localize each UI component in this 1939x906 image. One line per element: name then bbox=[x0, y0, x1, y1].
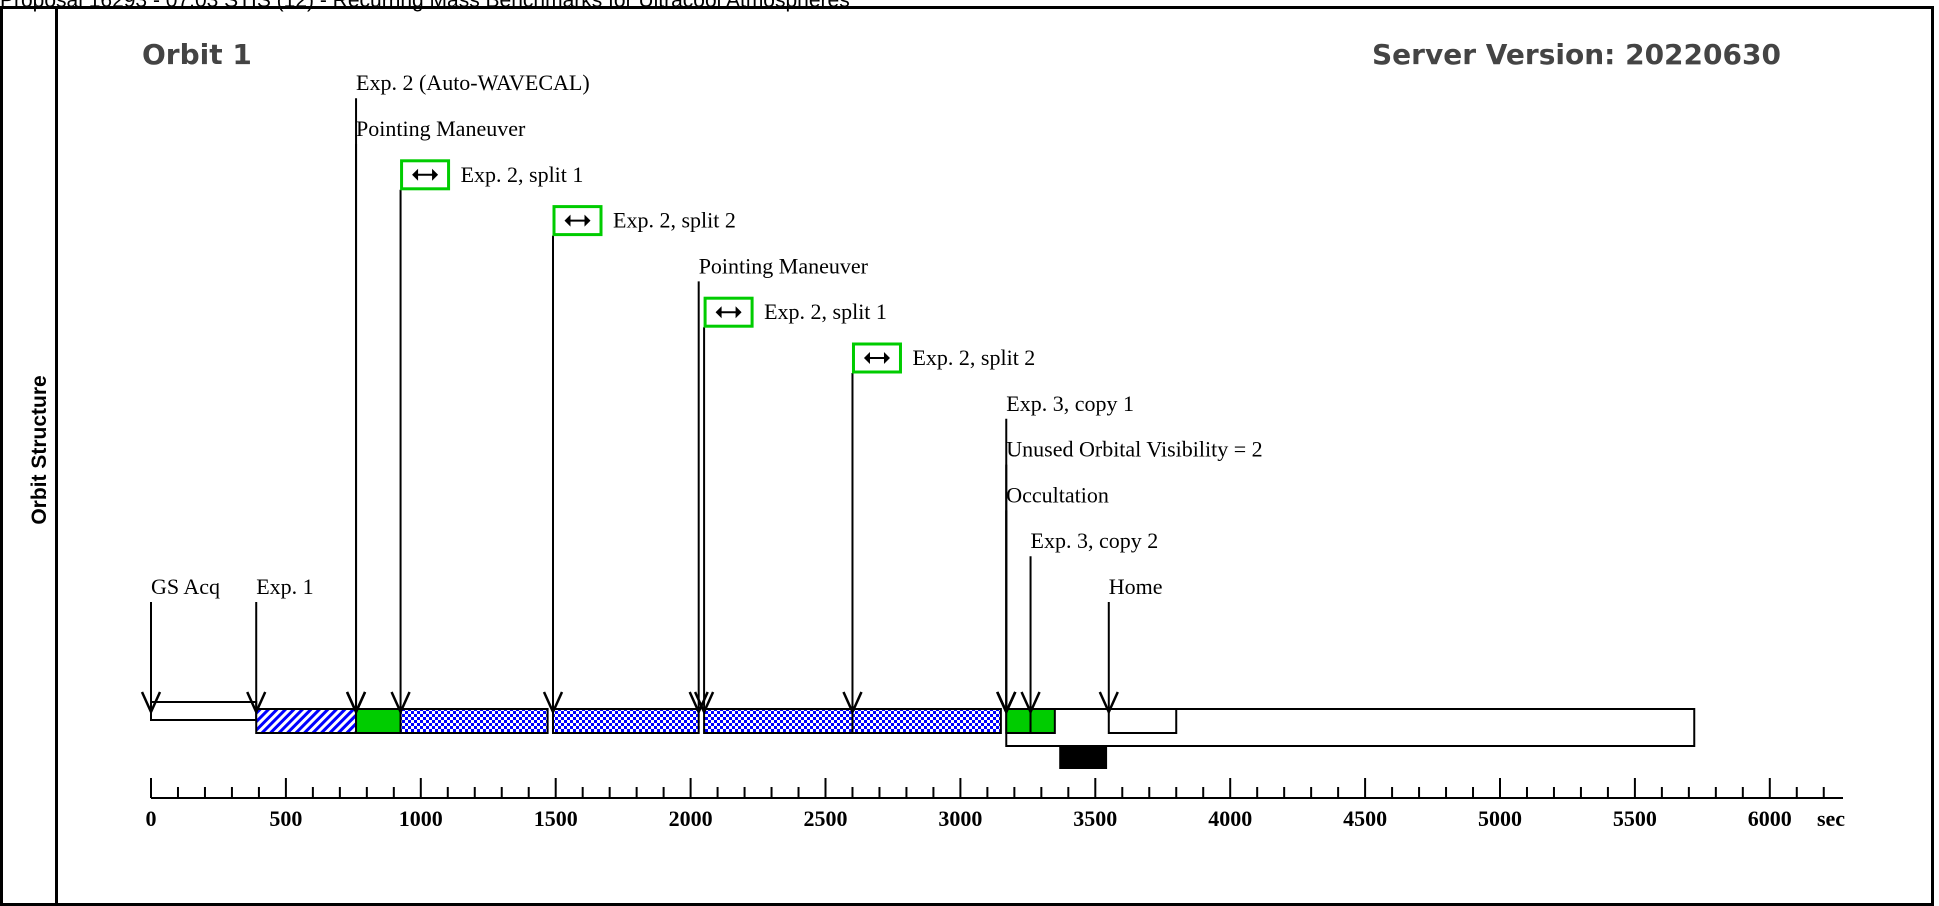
segment-exp3-copy1 bbox=[1005, 708, 1032, 734]
event-label: Occultation bbox=[1006, 482, 1109, 507]
split-marker-arrowheads bbox=[564, 214, 591, 227]
axis-tick-label: 2500 bbox=[804, 806, 848, 831]
axis-tick-label: 5000 bbox=[1478, 806, 1522, 831]
axis-tick-label: 1000 bbox=[399, 806, 443, 831]
orbit-title: Orbit 1 bbox=[142, 38, 252, 71]
segment-exp2-split2-a bbox=[552, 708, 700, 734]
segment-exp2-split1-b bbox=[703, 708, 854, 734]
axis-tick-label: 4500 bbox=[1343, 806, 1387, 831]
event-13: Home bbox=[1098, 574, 1163, 716]
axis-tick-label: 3000 bbox=[938, 806, 982, 831]
split-marker-arrowheads bbox=[863, 352, 890, 364]
axis-tick-label: 5500 bbox=[1613, 806, 1657, 831]
event-arrow bbox=[996, 691, 1017, 716]
axis-unit-label: sec bbox=[1817, 806, 1845, 831]
segments bbox=[150, 701, 1696, 769]
event-11: Occultation bbox=[996, 482, 1109, 716]
event-8: Exp. 2, split 2 bbox=[842, 342, 1035, 716]
segment-exp1 bbox=[255, 708, 358, 734]
segment-exp2-split2-b bbox=[851, 708, 1002, 734]
event-arrow bbox=[693, 691, 715, 716]
axis-tick-label: 3500 bbox=[1073, 806, 1117, 831]
event-12: Exp. 3, copy 2 bbox=[1020, 528, 1159, 716]
event-arrow bbox=[842, 691, 863, 716]
split-marker-arrowheads bbox=[412, 168, 439, 181]
event-label: Exp. 2, split 2 bbox=[912, 345, 1035, 370]
event-1: Exp. 1 bbox=[246, 574, 314, 716]
event-arrow bbox=[1098, 691, 1119, 716]
axis-tick-label: 2000 bbox=[669, 806, 713, 831]
event-label: Exp. 2 (Auto-WAVECAL) bbox=[356, 70, 590, 95]
event-7: Exp. 2, split 1 bbox=[693, 296, 887, 716]
axis-tick-label: 0 bbox=[146, 806, 157, 831]
segment-exp3-copy2 bbox=[1029, 708, 1056, 734]
event-label: Exp. 3, copy 1 bbox=[1006, 391, 1134, 416]
event-arrow bbox=[1020, 691, 1041, 716]
segment-home bbox=[1107, 708, 1178, 734]
event-6: Pointing Maneuver bbox=[688, 253, 869, 716]
event-arrow bbox=[140, 691, 162, 716]
axis-tick-label: 4000 bbox=[1208, 806, 1252, 831]
event-label: Exp. 2, split 2 bbox=[613, 208, 736, 233]
event-label: Exp. 2, split 1 bbox=[764, 299, 887, 324]
event-label: Home bbox=[1109, 574, 1163, 599]
axis-tick-label: 1500 bbox=[534, 806, 578, 831]
event-label: Exp. 3, copy 2 bbox=[1031, 528, 1159, 553]
event-label: Unused Orbital Visibility = 2 bbox=[1006, 437, 1262, 462]
split-marker-arrowheads bbox=[715, 306, 742, 319]
segment-exp2-wavecal bbox=[355, 708, 402, 734]
axis-tick-label: 500 bbox=[269, 806, 302, 831]
event-arrow bbox=[246, 691, 267, 716]
event-5: Exp. 2, split 2 bbox=[542, 205, 736, 716]
segment-gs-acq bbox=[150, 701, 258, 721]
proposal-title: Proposal 16293 - 07.03 STIS (12) - Recur… bbox=[0, 0, 850, 12]
event-arrow bbox=[542, 691, 564, 716]
event-label: Pointing Maneuver bbox=[699, 253, 869, 278]
event-label: Pointing Maneuver bbox=[356, 116, 526, 141]
event-4: Exp. 2, split 1 bbox=[390, 159, 584, 716]
event-label: GS Acq bbox=[151, 574, 220, 599]
event-3: Pointing Maneuver bbox=[345, 116, 526, 716]
segment-exp2-split1-a bbox=[399, 708, 549, 734]
event-10: Unused Orbital Visibility = 2 bbox=[996, 437, 1263, 716]
event-label: Exp. 2, split 1 bbox=[461, 162, 584, 187]
events: GS Acq Exp. 1 Exp. 2 (Auto-WAVECAL) Pointin… bbox=[140, 70, 1263, 716]
side-divider bbox=[55, 6, 58, 906]
server-version: Server Version: 20220630 bbox=[1372, 38, 1781, 71]
axis-tick-label: 6000 bbox=[1748, 806, 1792, 831]
event-arrow bbox=[345, 691, 367, 716]
time-axis: 0 500 1000 1500 2000 2500 3000 3500 4000 4500 5000… bbox=[146, 778, 1845, 831]
event-arrow bbox=[390, 691, 411, 716]
event-0: GS Acq bbox=[140, 574, 220, 716]
segment-occultation bbox=[1059, 745, 1108, 769]
event-label: Exp. 1 bbox=[256, 574, 313, 599]
